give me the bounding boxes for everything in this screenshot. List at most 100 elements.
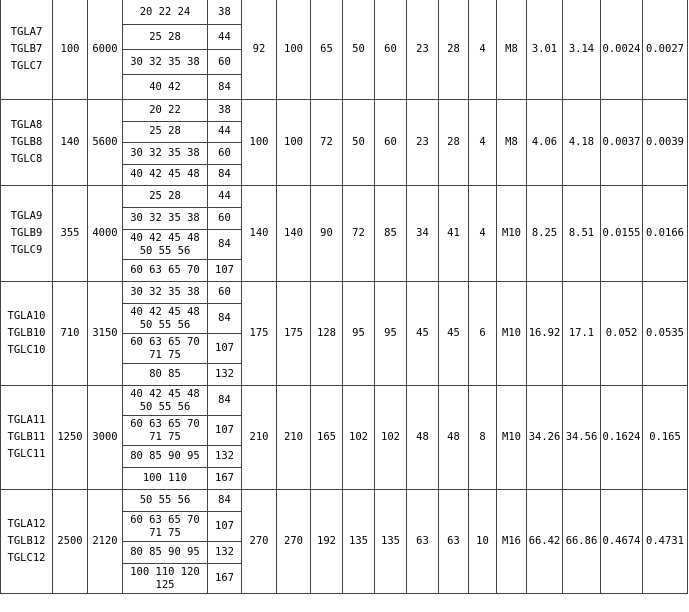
- model-cell: TGLA12 TGLB12 TGLC12: [0, 489, 53, 594]
- table-row: 40 42 45 48 84: [1, 163, 688, 186]
- model-name: TGLC7: [10, 60, 43, 72]
- value-cell: 48: [406, 385, 439, 490]
- length-cell: 107: [207, 259, 242, 282]
- length-cell: 84: [207, 163, 242, 186]
- value-cell: 3.01: [526, 0, 563, 100]
- value-cell: 6: [468, 281, 497, 386]
- value-cell: 8: [468, 385, 497, 490]
- model-name: TGLB12: [7, 535, 46, 547]
- bore-cell: 30 32 35 38: [122, 142, 208, 165]
- model-name: TGLA9: [10, 210, 43, 222]
- value-cell: 16.92: [526, 281, 563, 386]
- value-cell: 10: [468, 489, 497, 594]
- power-cell: 100: [52, 0, 88, 100]
- value-cell: 0.0037: [600, 99, 643, 186]
- table-row: TGLA11 TGLB11 TGLC11 1250 3000 40 42 45 48 50…: [0, 385, 688, 490]
- model-name: TGLC11: [7, 448, 46, 460]
- value-cell: 0.052: [600, 281, 643, 386]
- bore-cell: 40 42: [122, 74, 208, 100]
- table-row: 60 63 65 70 71 75 107: [1, 333, 688, 364]
- bore-cell: 50 55 56: [122, 489, 208, 512]
- value-cell: 90: [310, 185, 343, 282]
- bore-cell: 60 63 65 70 71 75: [122, 415, 208, 446]
- length-cell: 84: [207, 303, 242, 334]
- power-cell: 2500: [52, 489, 88, 594]
- bore-cell: 80 85 90 95: [122, 445, 208, 468]
- value-cell: 50: [342, 99, 375, 186]
- value-cell: 140: [241, 185, 277, 282]
- table-row: 80 85 90 95 132: [1, 445, 688, 468]
- bore-cell: 30 32 35 38: [122, 49, 208, 75]
- value-cell: 4: [468, 0, 497, 100]
- length-cell: 132: [207, 541, 242, 564]
- length-cell: 132: [207, 363, 242, 386]
- value-cell: 95: [374, 281, 407, 386]
- value-cell: 140: [276, 185, 311, 282]
- value-cell: 0.0155: [600, 185, 643, 282]
- model-name: TGLC10: [7, 344, 46, 356]
- model-cell: TGLA9 TGLB9 TGLC9: [0, 185, 53, 282]
- spec-table: TGLA7 TGLB7 TGLC7 100 6000 20 22 24 38 92 100 65 5…: [0, 0, 688, 594]
- value-cell: 45: [406, 281, 439, 386]
- table-row: 40 42 84: [1, 74, 688, 100]
- table-row: TGLA10 TGLB10 TGLC10 710 3150 30 32 35 38 60 17…: [0, 281, 688, 386]
- value-cell: 102: [374, 385, 407, 490]
- value-cell: 63: [438, 489, 469, 594]
- value-cell: M16: [496, 489, 527, 594]
- value-cell: 4.06: [526, 99, 563, 186]
- bore-cell: 40 42 45 48 50 55 56: [122, 229, 208, 260]
- power-cell: 355: [52, 185, 88, 282]
- model-name: TGLB7: [10, 43, 43, 55]
- table-row: 60 63 65 70 71 75 107: [1, 415, 688, 446]
- value-cell: 66.86: [562, 489, 601, 594]
- model-name: TGLB11: [7, 431, 46, 443]
- value-cell: 3.14: [562, 0, 601, 100]
- length-cell: 107: [207, 333, 242, 364]
- bore-cell: 20 22 24: [122, 0, 208, 25]
- table-body: TGLA7 TGLB7 TGLC7 100 6000 20 22 24 38 92 100 65 5…: [0, 0, 688, 594]
- value-cell: 100: [276, 0, 311, 100]
- length-cell: 44: [207, 24, 242, 50]
- speed-cell: 5600: [87, 99, 123, 186]
- value-cell: 165: [310, 385, 343, 490]
- value-cell: 28: [438, 0, 469, 100]
- value-cell: 72: [342, 185, 375, 282]
- value-cell: 0.4731: [642, 489, 688, 594]
- value-cell: 0.165: [642, 385, 688, 490]
- value-cell: 23: [406, 0, 439, 100]
- value-cell: 175: [241, 281, 277, 386]
- speed-cell: 3150: [87, 281, 123, 386]
- length-cell: 60: [207, 207, 242, 230]
- length-cell: 38: [207, 0, 242, 25]
- model-cell: TGLA7 TGLB7 TGLC7: [0, 0, 53, 100]
- value-cell: 0.0535: [642, 281, 688, 386]
- value-cell: 0.0166: [642, 185, 688, 282]
- length-cell: 84: [207, 489, 242, 512]
- length-cell: 84: [207, 229, 242, 260]
- value-cell: 175: [276, 281, 311, 386]
- bore-cell: 80 85: [122, 363, 208, 386]
- table-row: 25 28 44: [1, 120, 688, 143]
- length-cell: 84: [207, 385, 242, 416]
- table-row: 60 63 65 70 71 75 107: [1, 511, 688, 542]
- value-cell: 34: [406, 185, 439, 282]
- table-row: TGLA8 TGLB8 TGLC8 140 5600 20 22 38 100 100 72 50 6…: [0, 99, 688, 186]
- value-cell: M10: [496, 385, 527, 490]
- bore-cell: 40 42 45 48: [122, 163, 208, 186]
- value-cell: 50: [342, 0, 375, 100]
- value-cell: 210: [276, 385, 311, 490]
- value-cell: 66.42: [526, 489, 563, 594]
- value-cell: 100: [276, 99, 311, 186]
- value-cell: 8.51: [562, 185, 601, 282]
- bore-cell: 80 85 90 95: [122, 541, 208, 564]
- table-row: 100 110 120 125 167: [1, 563, 688, 594]
- value-cell: 60: [374, 99, 407, 186]
- length-cell: 132: [207, 445, 242, 468]
- power-cell: 1250: [52, 385, 88, 490]
- power-cell: 710: [52, 281, 88, 386]
- bore-cell: 25 28: [122, 24, 208, 50]
- model-cell: TGLA11 TGLB11 TGLC11: [0, 385, 53, 490]
- value-cell: 270: [276, 489, 311, 594]
- length-cell: 107: [207, 415, 242, 446]
